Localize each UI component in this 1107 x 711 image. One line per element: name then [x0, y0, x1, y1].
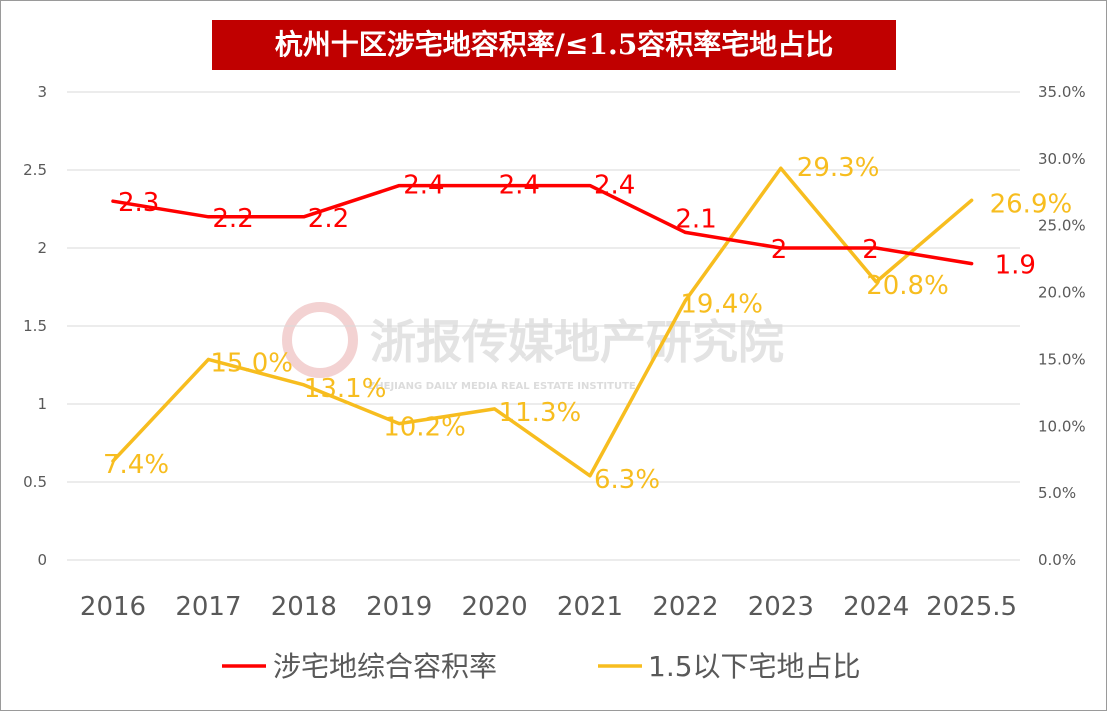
- data-label-far: 2.3: [118, 188, 159, 218]
- legend: 涉宅地综合容积率 1.5以下宅地占比: [222, 650, 861, 683]
- series-line-ratio: [111, 166, 974, 478]
- x-tick-label: 2022: [652, 592, 718, 622]
- y-right-tick-label: 35.0%: [1038, 83, 1086, 101]
- y-right-tick-label: 10.0%: [1038, 417, 1086, 435]
- y-left-tick-label: 2.5: [23, 161, 47, 179]
- x-tick-label: 2017: [175, 592, 241, 622]
- series: [111, 166, 974, 478]
- x-tick-label: 2024: [843, 592, 909, 622]
- data-label-ratio: 7.4%: [103, 450, 169, 480]
- watermark-subtext: ZHEJIANG DAILY MEDIA REAL ESTATE INSTITU…: [368, 381, 636, 392]
- data-label-far: 2.4: [403, 171, 444, 201]
- data-label-ratio: 10.2%: [383, 413, 466, 443]
- data-label-ratio: 11.3%: [499, 398, 582, 428]
- x-tick-label: 2018: [271, 592, 337, 622]
- y-left-tick-label: 1: [37, 395, 47, 413]
- data-label-far: 2: [862, 235, 879, 265]
- data-label-ratio: 6.3%: [594, 465, 660, 495]
- watermark-text: 浙报传媒地产研究院: [370, 315, 784, 369]
- watermark: 浙报传媒地产研究院 ZHEJIANG DAILY MEDIA REAL ESTA…: [282, 302, 784, 392]
- data-label-far: 1.9: [995, 251, 1036, 281]
- x-tick-label: 2020: [462, 592, 528, 622]
- data-label-ratio: 15.0%: [210, 348, 293, 378]
- x-tick-label: 2023: [748, 592, 814, 622]
- data-label-ratio: 20.8%: [866, 271, 949, 301]
- data-label-ratio: 26.9%: [990, 189, 1073, 219]
- y-left-tick-label: 2: [37, 239, 47, 257]
- y-left-tick-label: 0: [37, 551, 47, 569]
- x-tick-label: 2016: [80, 592, 146, 622]
- watermark-logo-icon: [282, 302, 358, 378]
- chart-title: 杭州十区涉宅地容积率/≤1.5容积率宅地占比: [212, 20, 896, 70]
- axes: 00.511.522.530.0%5.0%10.0%15.0%20.0%25.0…: [23, 83, 1086, 622]
- legend-label-far: 涉宅地综合容积率: [273, 650, 497, 683]
- data-label-far: 2: [771, 235, 788, 265]
- data-label-far: 2.2: [212, 204, 253, 234]
- y-left-tick-label: 3: [37, 83, 47, 101]
- data-label-ratio: 29.3%: [797, 153, 880, 183]
- y-left-tick-label: 0.5: [23, 473, 47, 491]
- data-label-ratio: 13.1%: [304, 374, 387, 404]
- x-tick-label: 2019: [366, 592, 432, 622]
- y-right-tick-label: 25.0%: [1038, 217, 1086, 235]
- data-label-ratio: 19.4%: [680, 290, 763, 320]
- data-label-far: 2.4: [594, 171, 635, 201]
- y-right-tick-label: 20.0%: [1038, 284, 1086, 302]
- y-right-tick-label: 0.0%: [1038, 551, 1076, 569]
- series-line-far: [111, 183, 974, 266]
- x-tick-label: 2021: [557, 592, 623, 622]
- y-left-tick-label: 1.5: [23, 317, 47, 335]
- data-label-far: 2.1: [675, 204, 716, 234]
- legend-label-ratio: 1.5以下宅地占比: [648, 650, 861, 683]
- x-tick-label: 2025.5: [926, 592, 1017, 622]
- data-label-far: 2.2: [308, 204, 349, 234]
- y-right-tick-label: 5.0%: [1038, 484, 1076, 502]
- y-right-tick-label: 30.0%: [1038, 150, 1086, 168]
- data-labels: 2.3 2.2 2.2 2.4 2.4 2.4 2.1 2 2 1.9 7.4% 15.0% 13.1%…: [103, 153, 1072, 495]
- data-label-far: 2.4: [499, 171, 540, 201]
- y-right-tick-label: 15.0%: [1038, 350, 1086, 368]
